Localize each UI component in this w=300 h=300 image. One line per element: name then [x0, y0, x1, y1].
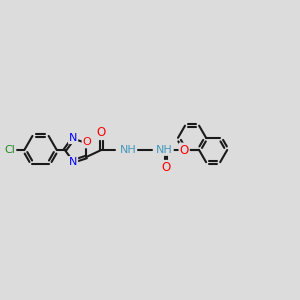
Text: N: N — [69, 157, 77, 167]
Text: O: O — [161, 161, 170, 174]
Text: Cl: Cl — [4, 145, 15, 155]
Text: N: N — [69, 133, 77, 143]
Text: O: O — [82, 137, 91, 148]
Text: O: O — [180, 143, 189, 157]
Text: NH: NH — [120, 145, 136, 155]
Text: NH: NH — [156, 145, 173, 155]
Text: O: O — [97, 126, 106, 139]
